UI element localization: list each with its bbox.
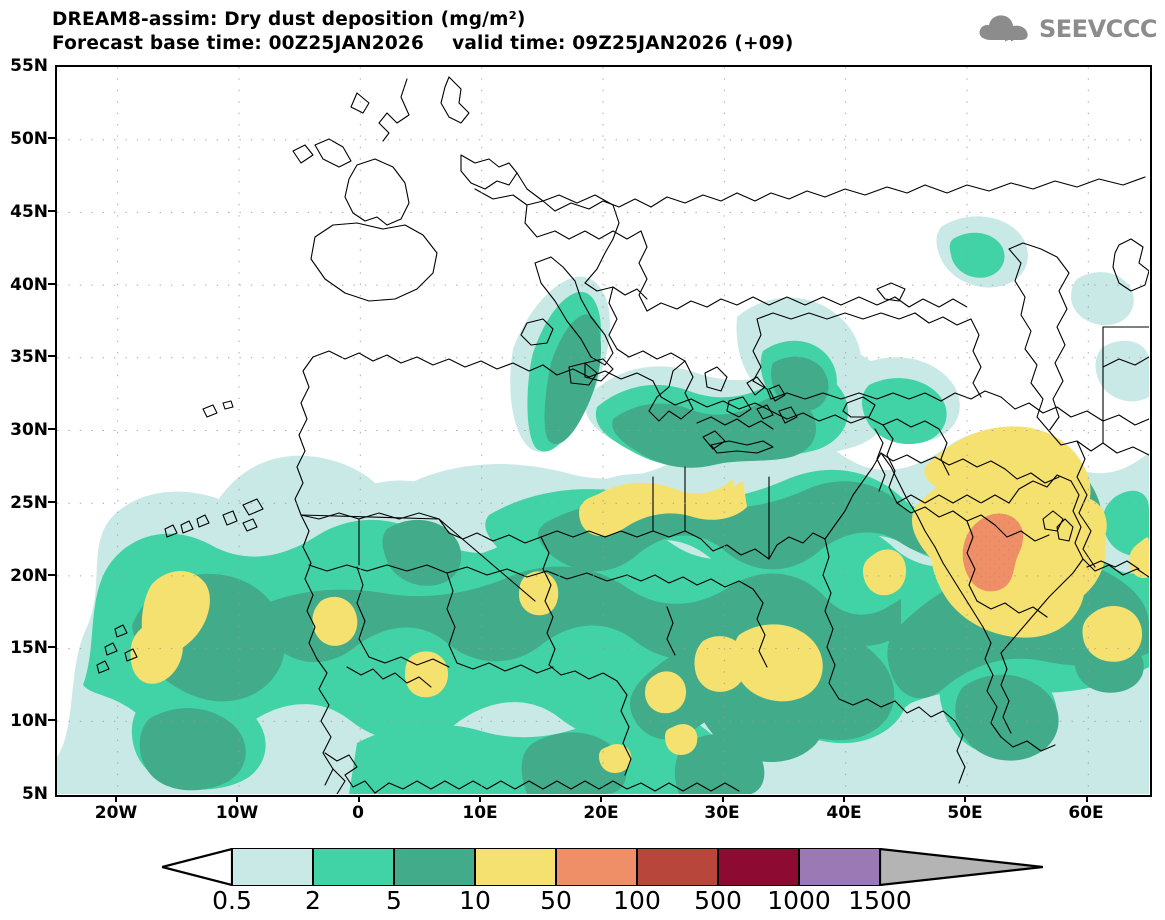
x-axis-label-30E: 30E [704,803,740,823]
chart-title-line-2: Forecast base time: 00Z25JAN2026 valid ti… [52,32,794,56]
y-axis-label-45N: 45N [10,202,48,222]
seevccc-logo: SEEVCCC [977,12,1158,46]
contour-band-50-100 [962,513,1024,592]
x-axis-label-10E: 10E [462,803,498,823]
y-axis-label-50N: 50N [10,129,48,149]
y-tick [48,574,55,576]
forecast-base-time: Forecast base time: 00Z25JAN2026 [52,32,425,54]
colorbar-label-1500: 1500 [848,886,912,915]
colorbar-over-arrow [880,848,1043,886]
colorbar-labels: 0.5 2 5 10 50 100 500 1000 1500 [162,886,1043,920]
colorbar-cell-2[interactable] [394,848,475,886]
colorbar-cell-1[interactable] [313,848,394,886]
colorbar-label-0.5: 0.5 [212,886,252,915]
y-tick [48,137,55,139]
colorbar-label-100: 100 [613,886,661,915]
y-axis-label-10N: 10N [10,711,48,731]
y-tick [48,355,55,357]
y-axis-label-35N: 35N [10,347,48,367]
x-axis-label-20E: 20E [583,803,619,823]
x-tick [236,795,238,802]
colorbar-label-500: 500 [694,886,742,915]
chart-title-line-1: DREAM8-assim: Dry dust deposition (mg/m²… [52,9,526,30]
y-tick [48,646,55,648]
x-tick [479,795,481,802]
valid-time: valid time: 09Z25JAN2026 (+09) [452,32,794,54]
x-axis-label-20W: 20W [94,803,138,823]
x-tick [358,795,360,802]
colorbar-label-50: 50 [540,886,572,915]
x-axis-label-10W: 10W [215,803,259,823]
y-axis-label-25N: 25N [10,493,48,513]
chart-title-block: DREAM8-assim: Dry dust deposition (mg/m²… [52,8,794,55]
dust-deposition-map[interactable] [55,65,1152,797]
colorbar-cell-3[interactable] [475,848,556,886]
y-tick [48,283,55,285]
x-axis-label-60E: 60E [1068,803,1104,823]
x-tick [1086,795,1088,802]
y-tick [48,210,55,212]
y-axis-label-40N: 40N [10,275,48,295]
colorbar-cells [232,848,880,886]
x-tick [600,795,602,802]
y-axis-label-5N: 5N [21,784,48,804]
colorbar-cell-7[interactable] [799,848,880,886]
y-axis-label-15N: 15N [10,638,48,658]
colorbar-cell-6[interactable] [718,848,799,886]
colorbar-label-2: 2 [305,886,321,915]
colorbar-cell-0[interactable] [232,848,313,886]
x-tick [964,795,966,802]
x-tick [722,795,724,802]
x-axis-label-0: 0 [352,803,364,823]
x-axis-label-50E: 50E [947,803,983,823]
colorbar-label-10: 10 [459,886,491,915]
y-tick [48,428,55,430]
x-axis-label-40E: 40E [826,803,862,823]
colorbar-cell-5[interactable] [637,848,718,886]
colorbar-label-1000: 1000 [767,886,831,915]
colorbar-cell-4[interactable] [556,848,637,886]
seevccc-logo-text: SEEVCCC [1039,15,1158,43]
y-tick [48,719,55,721]
colorbar-label-5: 5 [386,886,402,915]
y-axis-label-20N: 20N [10,566,48,586]
colorbar[interactable]: 0.5 2 5 10 50 100 500 1000 1500 [162,848,1043,915]
x-tick [115,795,117,802]
map-coastlines [96,76,1149,794]
cloud-arrow-icon [979,15,1028,42]
y-tick [48,501,55,503]
x-tick [843,795,845,802]
colorbar-under-arrow [162,848,232,886]
map-canvas [57,67,1149,794]
y-axis-label-30N: 30N [10,420,48,440]
y-axis-label-55N: 55N [10,56,48,76]
